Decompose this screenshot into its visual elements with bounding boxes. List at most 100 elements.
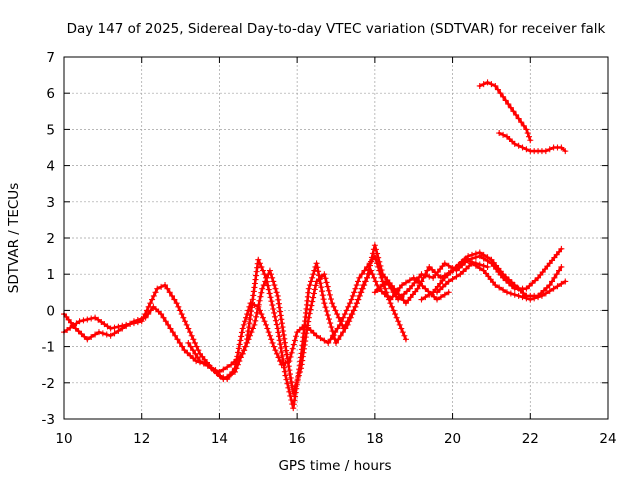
data-point: [238, 329, 245, 336]
data-point: [284, 380, 291, 387]
data-point: [328, 324, 335, 331]
data-point: [525, 133, 532, 140]
data-point: [152, 289, 159, 296]
data-point: [290, 390, 297, 397]
data-point: [436, 286, 443, 293]
data-point: [259, 314, 266, 321]
data-point: [511, 291, 518, 298]
data-point: [431, 293, 438, 300]
data-point: [312, 282, 319, 289]
data-point: [388, 285, 395, 292]
data-point: [322, 304, 329, 311]
data-point: [279, 356, 286, 363]
data-point: [542, 148, 549, 155]
data-point: [307, 306, 314, 313]
data-point: [549, 278, 556, 285]
data-point: [355, 296, 362, 303]
data-point: [351, 289, 358, 296]
data-point: [253, 309, 260, 316]
data-point: [80, 317, 87, 324]
data-point: [441, 291, 448, 298]
data-point: [268, 336, 275, 343]
data-point: [399, 329, 406, 336]
data-point: [88, 333, 95, 340]
data-point: [456, 261, 463, 268]
data-point: [247, 332, 254, 339]
data-point: [341, 311, 348, 318]
data-point: [374, 282, 381, 289]
data-point: [340, 325, 347, 332]
data-point: [371, 274, 378, 281]
data-point: [444, 272, 451, 279]
series-track-2: [61, 256, 452, 412]
data-point: [401, 291, 407, 298]
data-point: [321, 271, 328, 278]
data-point: [476, 249, 483, 256]
data-point: [460, 268, 467, 275]
data-point: [233, 365, 240, 372]
data-point: [325, 339, 332, 346]
data-point: [531, 295, 538, 302]
data-point: [281, 368, 288, 375]
data-point: [503, 273, 509, 280]
data-point: [311, 267, 318, 274]
data-point: [252, 317, 259, 324]
data-point: [259, 285, 266, 292]
data-point: [402, 279, 409, 286]
data-point: [365, 270, 372, 277]
data-point: [142, 311, 149, 318]
data-point: [277, 345, 284, 352]
data-point: [462, 255, 469, 262]
data-point: [237, 337, 244, 344]
data-point: [251, 280, 258, 287]
data-point: [130, 320, 137, 327]
data-point: [371, 289, 378, 296]
data-point: [505, 101, 512, 108]
data-point: [450, 266, 457, 273]
data-point: [259, 267, 266, 274]
data-point: [519, 294, 526, 301]
data-point: [81, 333, 88, 340]
data-point: [414, 285, 421, 292]
data-point: [333, 339, 339, 346]
data-point: [276, 337, 283, 344]
data-point: [453, 273, 460, 280]
data-point: [372, 246, 379, 253]
data-point: [267, 294, 274, 301]
data-point: [241, 347, 248, 354]
data-point: [385, 282, 392, 289]
data-point: [70, 322, 77, 329]
data-point: [208, 365, 215, 372]
data-point: [272, 317, 279, 324]
data-point: [434, 296, 441, 303]
data-point: [103, 331, 110, 338]
data-point: [273, 321, 280, 328]
data-point: [244, 339, 251, 346]
data-point: [558, 144, 565, 151]
data-point: [546, 282, 553, 289]
data-point: [95, 329, 102, 336]
data-point: [469, 251, 475, 258]
data-point: [274, 325, 281, 332]
data-point: [350, 307, 357, 314]
data-point: [520, 122, 527, 129]
data-point: [381, 291, 388, 298]
data-point: [187, 352, 194, 359]
data-point: [190, 347, 197, 354]
series-track-8: [496, 130, 569, 155]
data-point: [445, 262, 452, 269]
data-point: [193, 343, 200, 350]
data-point: [343, 307, 350, 314]
data-point: [514, 284, 521, 291]
data-point: [310, 271, 317, 278]
data-point: [309, 274, 316, 281]
data-point: [280, 360, 287, 367]
data-point: [441, 260, 448, 267]
data-point: [378, 274, 385, 281]
data-point: [264, 282, 271, 289]
data-point: [158, 283, 165, 290]
y-tick-label: 6: [46, 86, 55, 102]
data-point: [558, 280, 565, 287]
data-point: [253, 272, 260, 279]
data-point: [107, 332, 114, 339]
